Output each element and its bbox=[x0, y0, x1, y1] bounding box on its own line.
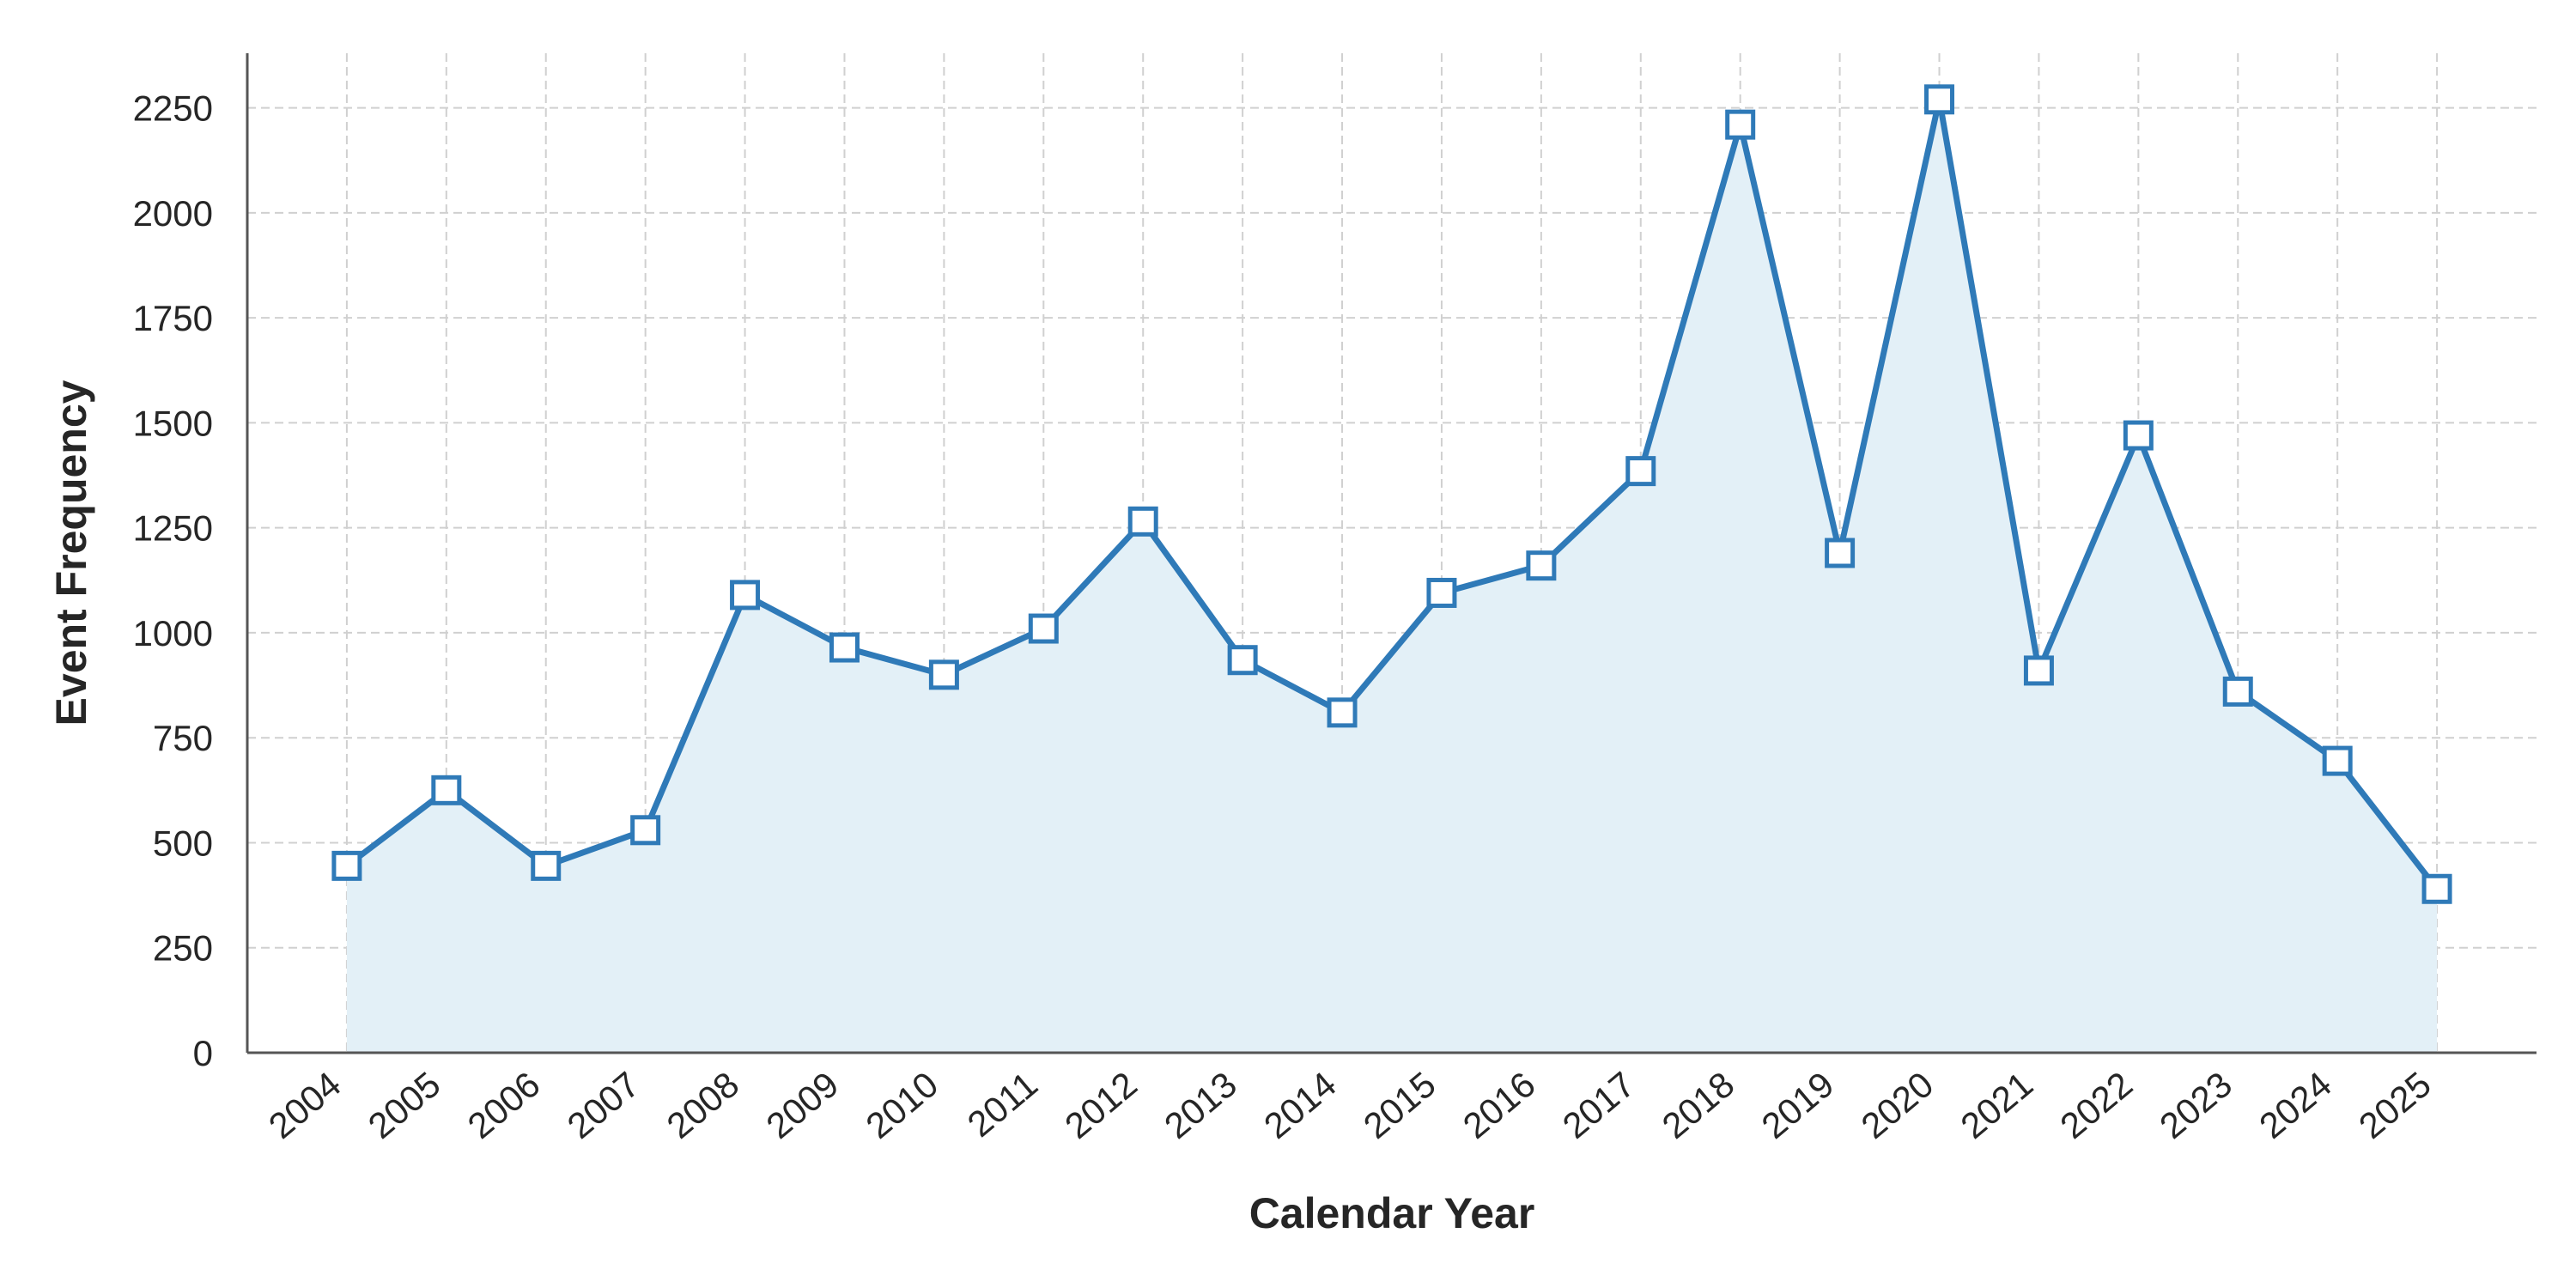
x-tick-label: 2009 bbox=[758, 1064, 846, 1146]
x-tick-label: 2006 bbox=[460, 1064, 548, 1146]
x-tick-label: 2022 bbox=[2052, 1064, 2140, 1146]
data-point-marker bbox=[1924, 84, 1955, 115]
x-tick-labels: 2004 2005 2006 2007 2008 2009 2010 2011 2012 2013… bbox=[261, 1064, 2439, 1146]
y-tick-label: 1000 bbox=[133, 613, 213, 653]
x-tick-label: 2012 bbox=[1057, 1064, 1145, 1146]
x-tick-label: 2024 bbox=[2251, 1064, 2339, 1146]
x-tick-label: 2025 bbox=[2351, 1064, 2439, 1146]
y-tick-label: 2000 bbox=[133, 193, 213, 234]
data-markers bbox=[331, 84, 2452, 904]
data-point-marker bbox=[1227, 645, 1258, 676]
data-point-marker bbox=[531, 850, 562, 881]
x-tick-label: 2008 bbox=[659, 1064, 747, 1146]
data-point-marker bbox=[1725, 109, 1756, 140]
y-tick-label: 500 bbox=[153, 823, 213, 863]
data-point-marker bbox=[431, 775, 462, 805]
x-tick-label: 2017 bbox=[1555, 1064, 1643, 1146]
axes bbox=[246, 53, 2537, 1054]
x-tick-label: 2021 bbox=[1953, 1064, 2040, 1146]
x-tick-label: 2005 bbox=[361, 1064, 448, 1146]
y-tick-labels: 0 250 500 750 1000 1250 1500 1750 2000 2250 bbox=[133, 88, 213, 1073]
data-point-marker bbox=[1028, 613, 1059, 644]
x-tick-label: 2011 bbox=[960, 1064, 1045, 1145]
x-tick-label: 2019 bbox=[1754, 1064, 1842, 1146]
x-tick-label: 2020 bbox=[1854, 1064, 1941, 1146]
area-fill bbox=[346, 99, 2438, 1053]
data-point-marker bbox=[1127, 506, 1158, 537]
y-tick-label: 1500 bbox=[133, 403, 213, 443]
x-tick-label: 2013 bbox=[1157, 1064, 1244, 1146]
y-tick-label: 2250 bbox=[133, 88, 213, 129]
y-tick-label: 750 bbox=[153, 718, 213, 758]
data-point-marker bbox=[730, 580, 761, 611]
data-point-marker bbox=[1825, 538, 1856, 568]
x-tick-label: 2016 bbox=[1455, 1064, 1543, 1146]
data-point-marker bbox=[1327, 697, 1358, 728]
x-tick-label: 2010 bbox=[858, 1064, 945, 1146]
data-point-marker bbox=[331, 850, 362, 881]
x-tick-label: 2015 bbox=[1356, 1064, 1443, 1146]
y-tick-label: 1750 bbox=[133, 298, 213, 338]
data-point-marker bbox=[2222, 676, 2253, 707]
y-tick-label: 1250 bbox=[133, 508, 213, 549]
x-tick-label: 2007 bbox=[560, 1064, 647, 1146]
data-point-marker bbox=[2023, 655, 2054, 686]
x-tick-label: 2004 bbox=[261, 1064, 349, 1146]
data-point-marker bbox=[1625, 456, 1656, 487]
data-point-marker bbox=[2123, 420, 2154, 451]
data-point-marker bbox=[1526, 550, 1557, 581]
x-axis-title: Calendar Year bbox=[1249, 1189, 1535, 1237]
x-tick-label: 2023 bbox=[2152, 1064, 2239, 1146]
y-tick-label: 0 bbox=[193, 1033, 213, 1073]
data-point-marker bbox=[1426, 577, 1457, 608]
data-point-marker bbox=[2322, 745, 2353, 776]
x-tick-label: 2018 bbox=[1655, 1064, 1742, 1146]
y-tick-label: 250 bbox=[153, 928, 213, 969]
y-axis-title: Event Frequency bbox=[47, 380, 95, 726]
x-tick-label: 2014 bbox=[1256, 1064, 1344, 1146]
data-point-marker bbox=[928, 659, 959, 690]
data-point-marker bbox=[829, 632, 860, 663]
series-line bbox=[343, 96, 2440, 892]
data-point-marker bbox=[2421, 873, 2452, 904]
data-point-marker bbox=[630, 815, 661, 846]
